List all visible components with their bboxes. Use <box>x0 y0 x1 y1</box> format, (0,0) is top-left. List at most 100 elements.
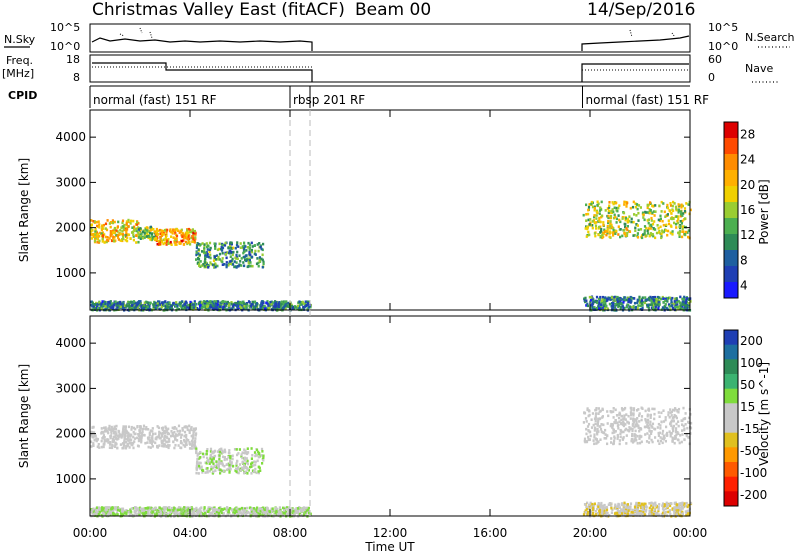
echo-cell <box>109 230 112 233</box>
echo-cell <box>221 469 224 473</box>
echo-cell <box>93 434 96 437</box>
echo-cell <box>115 432 118 436</box>
echo-cell <box>682 424 685 428</box>
echo-cell <box>207 266 210 269</box>
echo-cell <box>206 448 209 451</box>
echo-cell <box>606 410 609 413</box>
echo-cell <box>140 509 143 513</box>
echo-cell <box>681 302 685 306</box>
echo-cell <box>587 437 590 441</box>
echo-cell <box>205 261 208 265</box>
echo-cell <box>632 420 636 424</box>
echo-cell <box>140 438 143 441</box>
echo-cell <box>638 437 641 440</box>
echo-cell <box>207 460 210 464</box>
echo-cell <box>661 219 664 223</box>
echo-cell <box>257 261 260 265</box>
echo-cell <box>161 444 164 448</box>
echo-cell <box>641 407 644 410</box>
echo-cell <box>641 296 644 299</box>
echo-cell <box>661 429 665 433</box>
echo-cell <box>165 302 168 306</box>
colorbar-swatch <box>724 122 738 139</box>
echo-cell <box>132 441 135 445</box>
echo-cell <box>583 299 586 302</box>
echo-cell <box>144 507 147 510</box>
echo-cell <box>644 296 647 299</box>
x-tick-label: 16:00 <box>473 526 508 540</box>
echo-cell <box>206 471 209 474</box>
echo-cell <box>584 509 587 512</box>
echo-cell <box>193 512 196 516</box>
echo-cell <box>208 241 212 245</box>
echo-cell <box>624 418 627 421</box>
echo-cell <box>597 430 600 433</box>
echo-cell <box>658 219 662 223</box>
echo-cell <box>176 304 179 308</box>
echo-cell <box>117 236 120 239</box>
echo-cell <box>210 465 213 469</box>
echo-cell <box>152 303 155 306</box>
echo-cell <box>203 261 207 264</box>
echo-cell <box>90 430 93 434</box>
echo-cell <box>236 512 239 515</box>
echo-cell <box>142 424 146 428</box>
echo-cell <box>243 302 246 305</box>
echo-cell <box>263 307 267 311</box>
echo-cell <box>150 512 153 516</box>
echo-cell <box>688 302 691 305</box>
echo-cell <box>179 436 183 439</box>
echo-cell <box>185 233 188 236</box>
echo-cell <box>605 505 608 509</box>
echo-cell <box>647 227 650 230</box>
echo-cell <box>686 231 689 234</box>
echo-cell <box>686 426 689 430</box>
echo-cell <box>228 463 231 467</box>
echo-cell <box>222 512 225 516</box>
echo-cell <box>633 297 636 300</box>
echo-cell <box>637 228 640 232</box>
echo-cell <box>206 304 209 308</box>
echo-cell <box>185 440 188 444</box>
echo-cell <box>137 233 140 236</box>
echo-cell <box>151 445 154 448</box>
echo-cell <box>645 440 649 443</box>
echo-cell <box>195 251 198 254</box>
echo-cell <box>104 308 107 311</box>
echo-cell <box>159 307 163 311</box>
echo-cell <box>590 296 593 299</box>
echo-cell <box>630 220 633 224</box>
echo-cell <box>622 430 625 434</box>
echo-cell <box>306 302 309 305</box>
echo-cell <box>109 435 112 438</box>
echo-cell <box>597 412 600 415</box>
echo-cell <box>651 296 655 299</box>
echo-cell <box>219 303 222 306</box>
echo-cell <box>678 441 681 445</box>
echo-cell <box>191 507 194 511</box>
echo-cell <box>604 433 607 436</box>
echo-cell <box>174 241 177 245</box>
colorbar-swatch <box>724 154 738 171</box>
echo-cell <box>225 263 228 267</box>
echo-cell <box>224 300 227 304</box>
echo-cell <box>588 438 591 441</box>
echo-cell <box>113 226 116 230</box>
echo-cell <box>101 300 104 303</box>
echo-cell <box>601 233 604 237</box>
echo-cell <box>162 426 165 430</box>
echo-cell <box>246 459 249 463</box>
echo-cell <box>191 240 194 243</box>
echo-cell <box>122 443 126 447</box>
echo-cell <box>183 302 186 306</box>
echo-cell <box>203 264 206 268</box>
echo-cell <box>647 296 651 300</box>
echo-cell <box>607 209 610 213</box>
echo-cell <box>130 433 133 437</box>
echo-cell <box>189 243 192 246</box>
echo-cell <box>645 421 648 424</box>
echo-cell <box>601 507 604 511</box>
echo-cell <box>125 444 128 448</box>
echo-cell <box>195 258 198 261</box>
echo-cell <box>209 253 212 257</box>
